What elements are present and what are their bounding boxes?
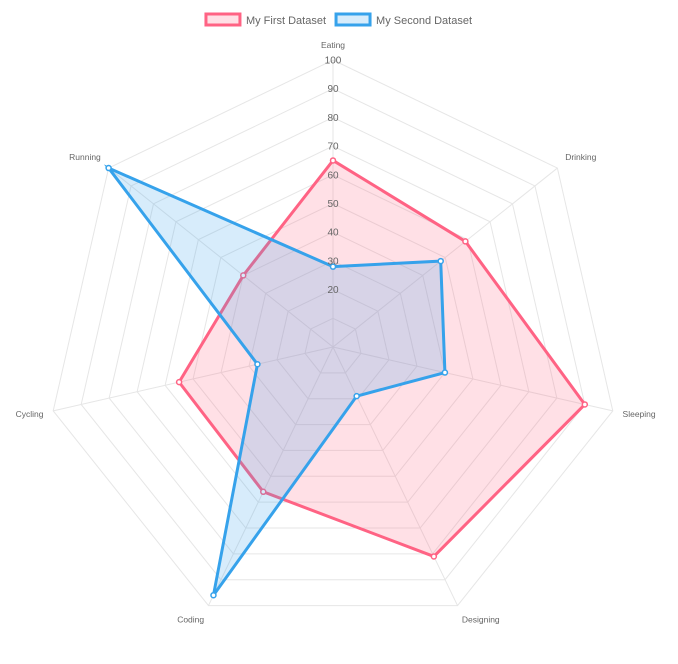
grid-ring-10 (304, 317, 362, 374)
grid-ring-80 (108, 116, 558, 555)
legend-label-2[interactable]: My Second Dataset (376, 15, 472, 27)
series-1-point-eating[interactable] (329, 157, 337, 164)
grid-ring-20 (276, 289, 390, 400)
grid-ring-30 (248, 260, 418, 426)
point-label-sleeping: Sleeping (623, 409, 656, 419)
legend-swatch-2[interactable] (334, 12, 372, 27)
grid-ring-100 (52, 59, 614, 607)
point-label-eating: Eating (321, 40, 345, 50)
series-1-point-drinking[interactable] (462, 238, 469, 245)
grid-ring-60 (164, 174, 502, 503)
series-2-point-designing[interactable] (353, 392, 360, 400)
legend-label-1[interactable]: My First Dataset (246, 15, 326, 27)
series-2-point-running[interactable] (105, 164, 112, 172)
series-2-point-drinking[interactable] (437, 257, 444, 265)
angle-line-cycling (53, 346, 334, 412)
series-1-area (177, 158, 587, 559)
point-label-drinking: Drinking (565, 152, 596, 162)
radar-grid (52, 59, 614, 607)
grid-ring-90 (80, 88, 586, 581)
series-1-point-sleeping[interactable] (581, 401, 589, 408)
point-label-running: Running (69, 152, 101, 162)
series-1-point-cycling[interactable] (175, 378, 183, 386)
tick-label-20: 20 (327, 285, 339, 296)
point-label-designing: Designing (462, 615, 500, 625)
angle-line-sleeping (332, 346, 613, 412)
point-label-cycling: Cycling (16, 409, 44, 419)
grid-ring-50 (192, 202, 474, 477)
legend: My First Dataset My Second Dataset (204, 12, 472, 27)
radar-series (103, 157, 589, 599)
grid-ring-40 (220, 231, 446, 451)
tick-label-80: 80 (327, 113, 339, 124)
tick-label-50: 50 (327, 199, 339, 210)
tick-label-70: 70 (327, 142, 339, 153)
series-2-point-cycling[interactable] (254, 360, 261, 368)
legend-swatch-1[interactable] (204, 12, 242, 27)
series-1-point-running[interactable] (240, 272, 247, 279)
point-labels: Eating Drinking Sleeping Designing Coding Cyc… (16, 40, 656, 625)
point-label-coding: Coding (177, 615, 204, 625)
series-1-point-coding[interactable] (260, 488, 267, 496)
angle-line-drinking (332, 167, 558, 348)
series-1-point-designing[interactable] (430, 553, 438, 560)
series-2-point-eating[interactable] (329, 263, 337, 270)
tick-label-90: 90 (327, 84, 339, 95)
series-2-point-coding[interactable] (210, 591, 217, 599)
series-2-point-sleeping[interactable] (441, 369, 449, 376)
angle-line-coding (208, 346, 334, 606)
tick-labels: 20 30 40 50 60 70 80 90 100 (325, 56, 342, 297)
angle-line-designing (332, 346, 458, 606)
angle-line-running (108, 167, 334, 348)
tick-label-40: 40 (327, 228, 339, 239)
tick-label-60: 60 (327, 170, 339, 181)
tick-label-100: 100 (325, 56, 342, 67)
tick-label-30: 30 (327, 256, 339, 267)
series-2-area (103, 164, 447, 597)
